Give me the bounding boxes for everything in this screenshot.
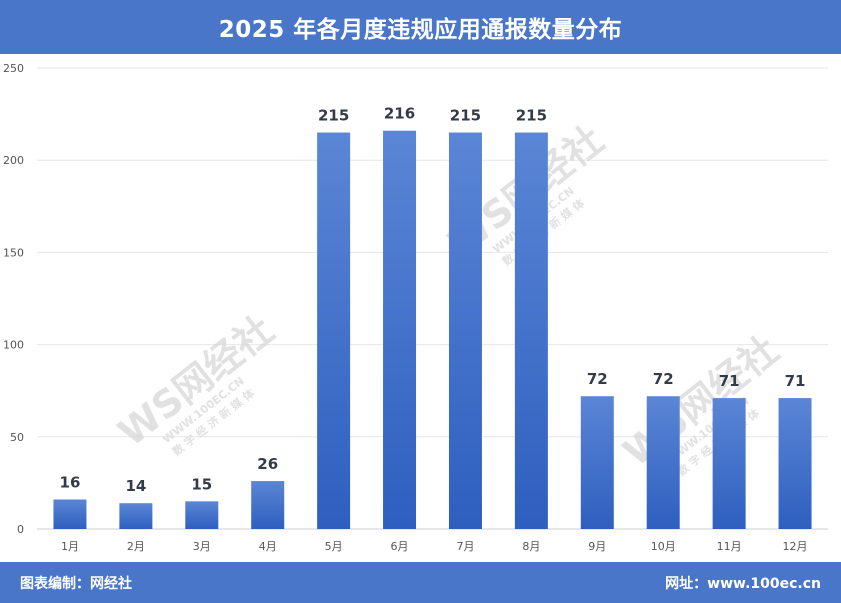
bar-7月 (448, 132, 482, 529)
y-tick-label: 250 (3, 62, 24, 75)
x-tick-label: 11月 (717, 540, 742, 553)
data-label: 15 (191, 475, 212, 493)
x-tick-label: 12月 (783, 540, 808, 553)
x-tick-label: 9月 (588, 540, 606, 553)
y-tick-label: 200 (3, 154, 24, 167)
chart-title: 2025 年各月度违规应用通报数量分布 (218, 17, 623, 43)
bar-8月 (514, 132, 548, 529)
footer-credit: 图表编制：网经社 (20, 575, 132, 592)
bar-1月 (53, 499, 87, 529)
x-tick-label: 5月 (325, 540, 343, 553)
chart-area: 0 50 100 150 200 250 WS网经社 WWW.100EC.CN 数 字 经 济… (0, 54, 841, 562)
bar-12月 (778, 398, 812, 529)
x-tick-label: 3月 (193, 540, 211, 553)
bar-2月 (119, 503, 153, 529)
y-tick-label: 0 (17, 523, 24, 536)
data-label: 14 (125, 477, 146, 495)
data-label: 215 (450, 107, 481, 125)
data-label: 72 (653, 370, 674, 388)
data-label: 71 (785, 372, 806, 390)
bar-4月 (251, 481, 285, 529)
bar-6月 (383, 130, 417, 530)
bar-9月 (580, 396, 614, 529)
data-label: 26 (257, 455, 278, 473)
y-tick-label: 100 (3, 339, 24, 352)
x-tick-label: 2月 (127, 540, 145, 553)
data-label: 216 (384, 105, 415, 123)
x-tick-label: 6月 (391, 540, 409, 553)
data-label: 16 (60, 473, 81, 491)
bar-3月 (185, 501, 219, 529)
title-bar: 2025 年各月度违规应用通报数量分布 (0, 0, 841, 54)
data-label: 72 (587, 370, 608, 388)
x-tick-label: 4月 (259, 540, 277, 553)
bar-11月 (712, 398, 746, 529)
x-tick-label: 1月 (61, 540, 79, 553)
x-tick-label: 8月 (522, 540, 540, 553)
x-tick-label: 7月 (456, 540, 474, 553)
y-tick-label: 150 (3, 246, 24, 259)
bar-10月 (646, 396, 680, 529)
footer-bar: 图表编制：网经社 网址：www.100ec.cn (0, 562, 841, 603)
label-layer: 16 1月 14 2月 15 3月 26 4月 215 5月 216 6月 215 7月 215 8月 72 9月… (60, 105, 808, 553)
x-tick-label: 10月 (651, 540, 676, 553)
footer-website: 网址：www.100ec.cn (665, 575, 821, 592)
data-label: 215 (318, 107, 349, 125)
bar-layer (53, 130, 812, 530)
bar-5月 (317, 132, 351, 529)
data-label: 71 (719, 372, 740, 390)
y-tick-label: 50 (10, 431, 24, 444)
data-label: 215 (516, 107, 547, 125)
grid-layer: 0 50 100 150 200 250 (3, 62, 828, 536)
